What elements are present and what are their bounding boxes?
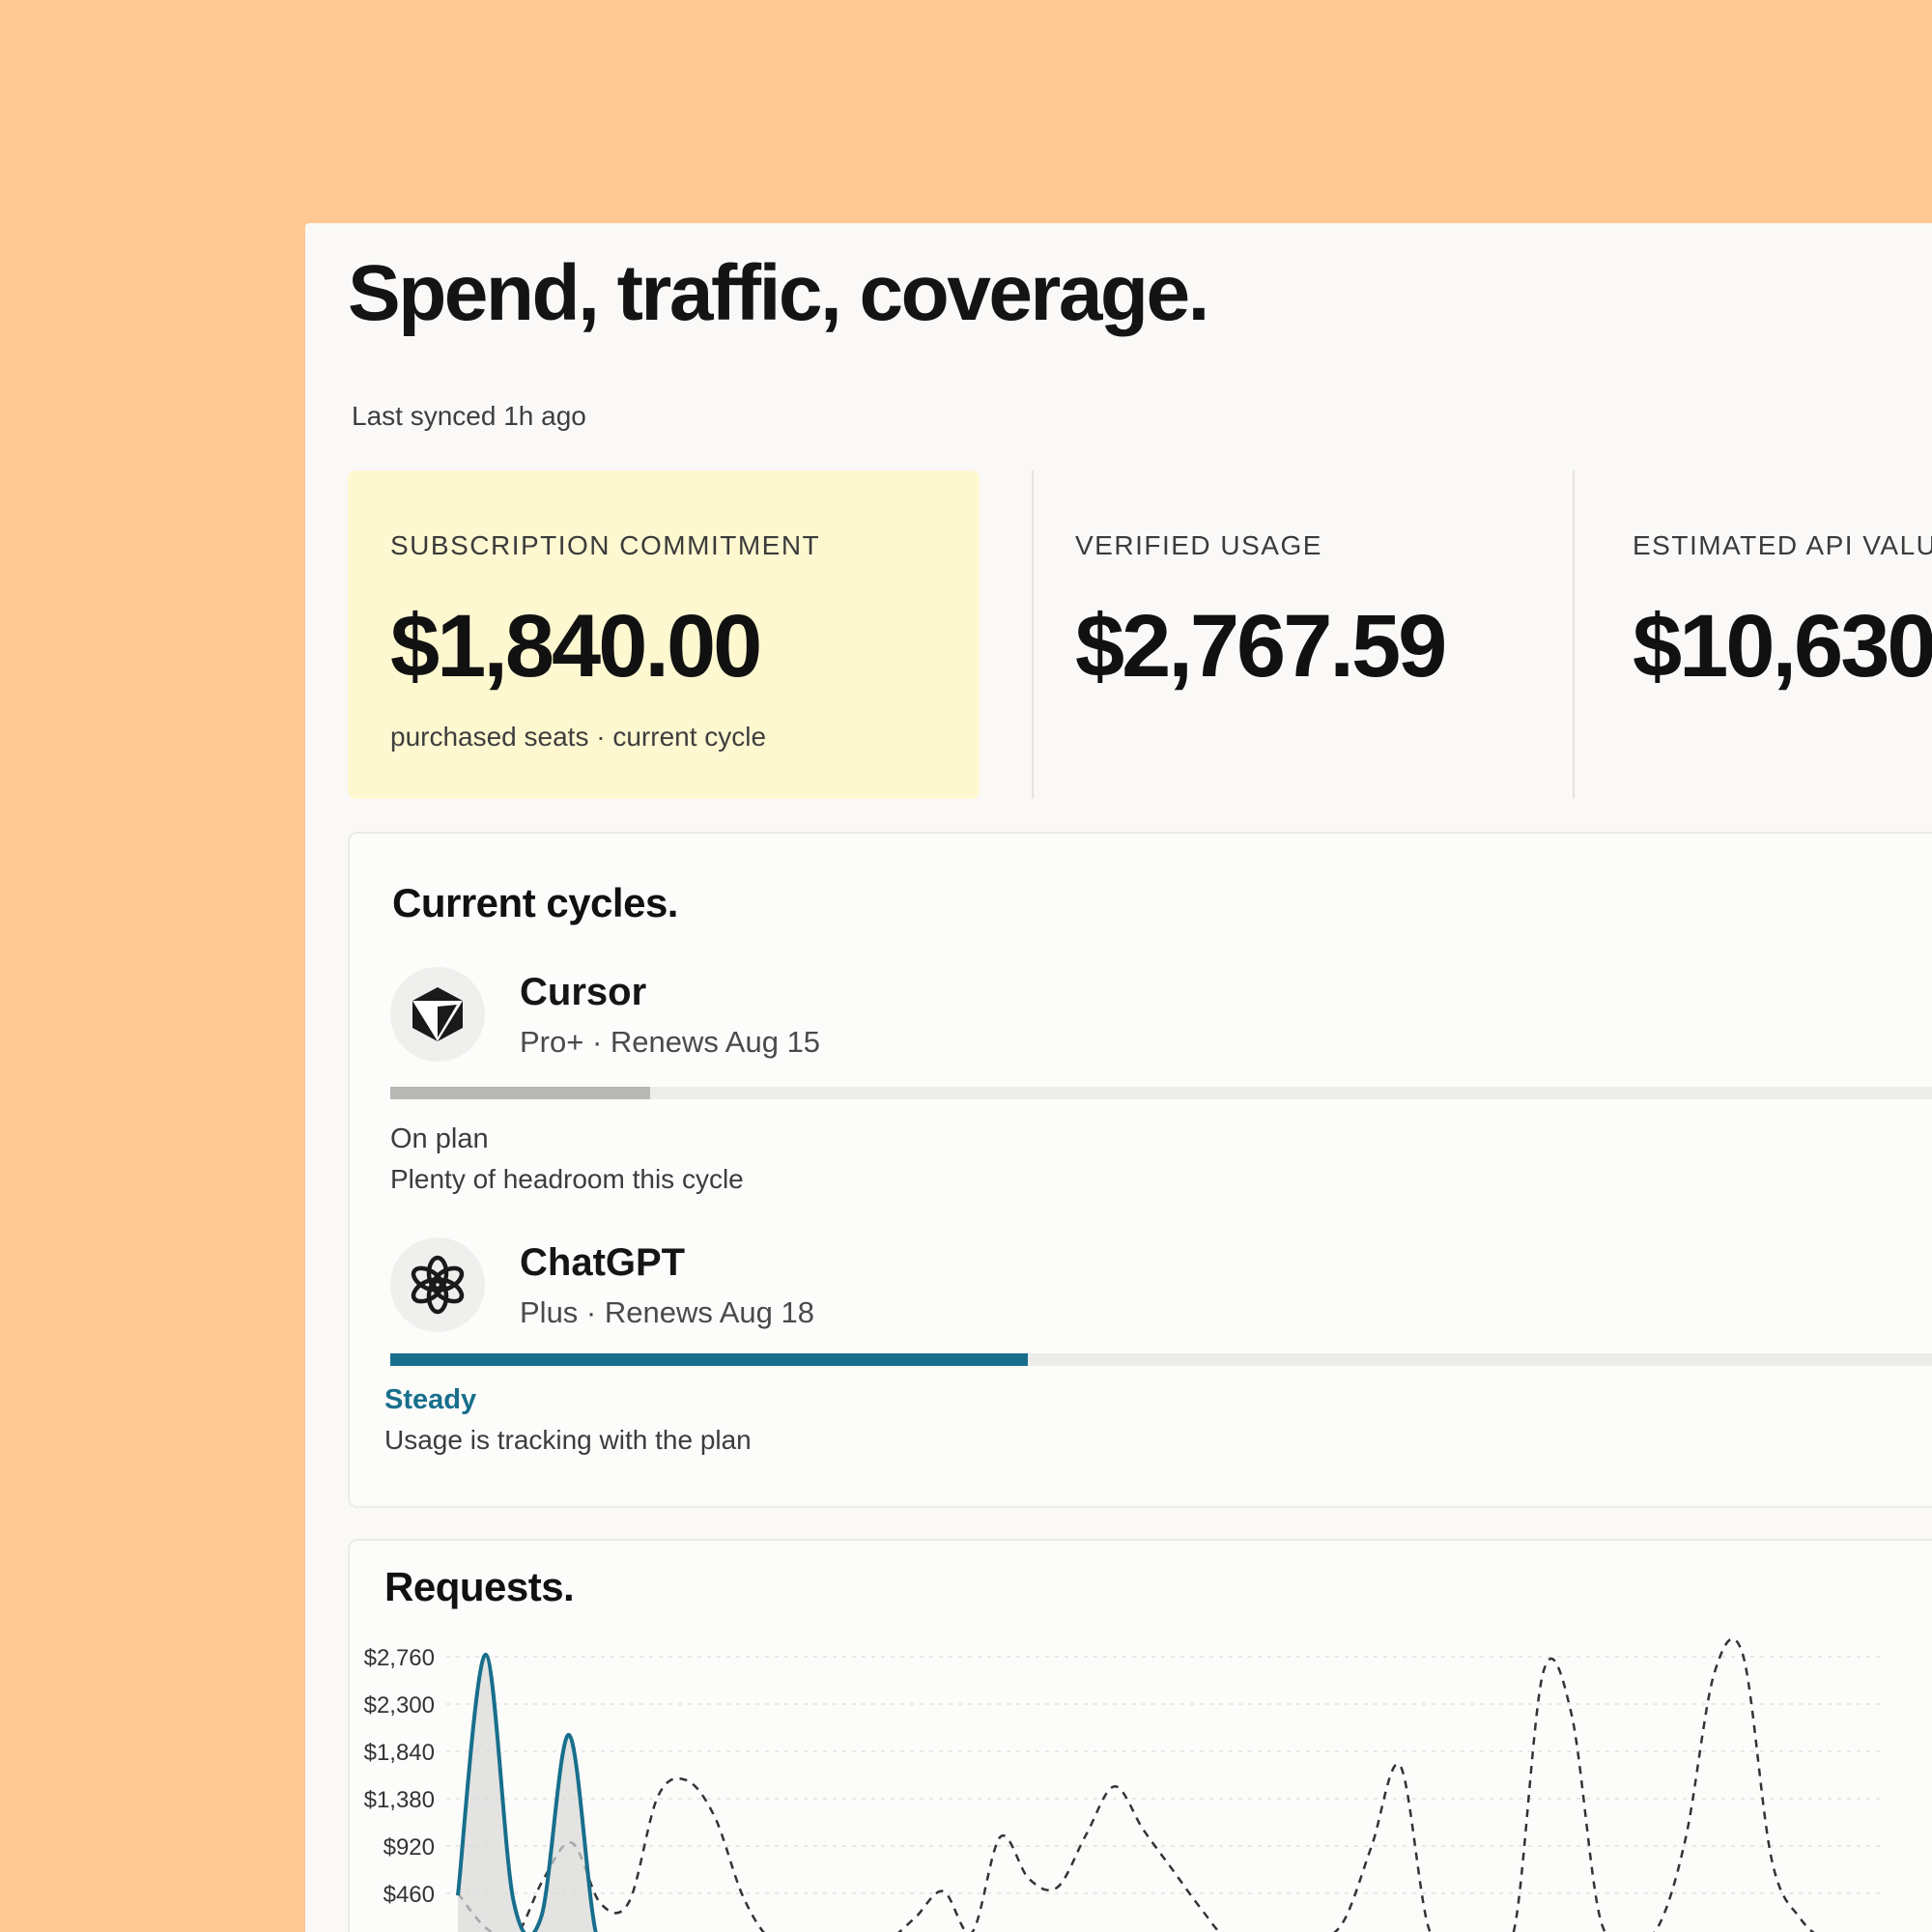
y-tick-label: $2,760 (364, 1645, 435, 1671)
current-cycles-card: Current cycles. Cursor Pro+ · Renews Aug… (348, 832, 1932, 1508)
cursor-status: On plan (390, 1123, 489, 1154)
cursor-logo (390, 967, 485, 1062)
solid-series-area (458, 1654, 596, 1932)
y-tick-label: $920 (384, 1834, 435, 1861)
cursor-usage-bar (390, 1087, 1932, 1099)
openai-knot-icon (411, 1255, 465, 1315)
stat-label: VERIFIED USAGE (1075, 530, 1322, 560)
dashboard-panel: Spend, traffic, coverage. Last synced 1h… (305, 223, 1932, 1932)
cycles-title: Current cycles. (392, 880, 678, 925)
chatgpt-logo (390, 1237, 485, 1332)
cursor-status-desc: Plenty of headroom this cycle (390, 1164, 744, 1194)
chatgpt-plan-meta: Plus · Renews Aug 18 (520, 1295, 815, 1329)
stat-verified-usage: VERIFIED USAGE $2,767.59 (1032, 470, 1575, 799)
cursor-name: Cursor (520, 971, 647, 1013)
stat-note: purchased seats · current cycle (390, 722, 767, 752)
last-synced-text: Last synced 1h ago (352, 401, 586, 431)
page-title: Spend, traffic, coverage. (348, 249, 1209, 337)
cursor-usage-fill (390, 1087, 650, 1099)
chatgpt-usage-bar (390, 1353, 1932, 1366)
y-tick-label: $2,300 (364, 1692, 435, 1719)
y-tick-label: $1,380 (364, 1787, 435, 1813)
stat-value: $10,630. (1633, 597, 1932, 696)
stat-label: ESTIMATED API VALUE (1633, 530, 1932, 560)
chatgpt-usage-fill (390, 1353, 1029, 1366)
stat-label: SUBSCRIPTION COMMITMENT (390, 530, 821, 560)
cursor-plan-meta: Pro+ · Renews Aug 15 (520, 1025, 821, 1059)
stat-value: $2,767.59 (1075, 597, 1447, 696)
dashed-series-line (457, 1637, 1815, 1932)
chatgpt-name: ChatGPT (520, 1241, 686, 1284)
requests-card: Requests. $2,760 $2,300 $1,840 $1,380 $920 $4… (348, 1539, 1932, 1932)
y-tick-label: $460 (384, 1882, 435, 1908)
requests-title: Requests. (384, 1564, 575, 1609)
chatgpt-status-desc: Usage is tracking with the plan (384, 1425, 752, 1455)
cursor-cube-icon (412, 987, 463, 1041)
requests-chart: $2,760 $2,300 $1,840 $1,380 $920 $460 (364, 1637, 1886, 1932)
solid-series-line (456, 1652, 598, 1932)
stat-value: $1,840.00 (390, 597, 762, 696)
chatgpt-status: Steady (384, 1384, 477, 1415)
stat-subscription-commitment: SUBSCRIPTION COMMITMENT $1,840.00 purcha… (348, 470, 980, 799)
y-tick-label: $1,840 (364, 1740, 435, 1766)
stat-estimated-api-value: ESTIMATED API VALUE $10,630. (1573, 470, 1932, 799)
